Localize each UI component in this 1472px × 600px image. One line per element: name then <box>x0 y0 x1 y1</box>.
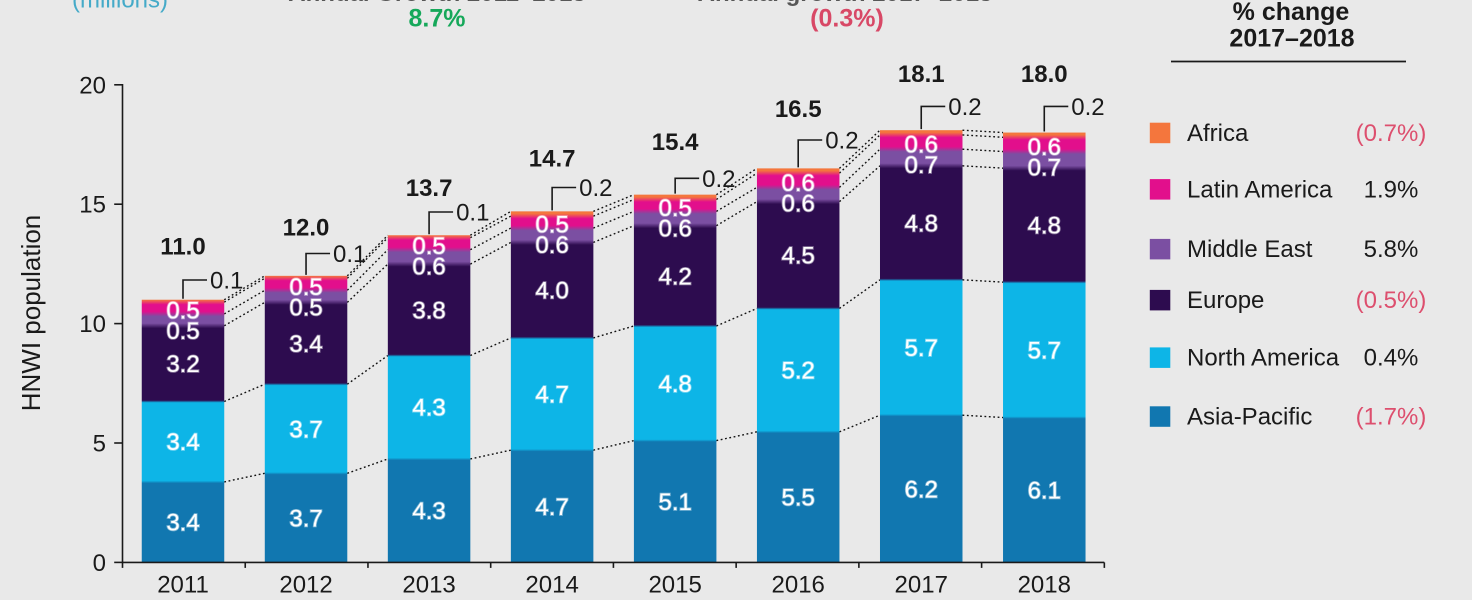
svg-text:3.4: 3.4 <box>166 429 199 456</box>
svg-text:0.7: 0.7 <box>1028 154 1061 181</box>
svg-text:HNWI population: HNWI population <box>16 215 46 412</box>
svg-text:5.1: 5.1 <box>658 489 691 516</box>
svg-text:Europe: Europe <box>1187 287 1264 314</box>
svg-text:3.2: 3.2 <box>166 351 199 378</box>
svg-text:18.1: 18.1 <box>898 61 945 88</box>
svg-text:0.5: 0.5 <box>535 212 568 239</box>
svg-text:Annual growth 2017–2018: Annual growth 2017–2018 <box>698 0 993 7</box>
svg-text:Annual Growth 2011–2018: Annual Growth 2011–2018 <box>288 0 585 7</box>
svg-text:5.7: 5.7 <box>1028 337 1061 364</box>
svg-text:16.5: 16.5 <box>775 96 822 123</box>
svg-text:4.5: 4.5 <box>782 243 815 270</box>
svg-text:15.4: 15.4 <box>652 129 699 156</box>
svg-text:2015: 2015 <box>648 572 701 599</box>
svg-text:0.2: 0.2 <box>948 94 981 121</box>
svg-text:2017: 2017 <box>895 572 948 599</box>
svg-text:5.8%: 5.8% <box>1364 236 1419 263</box>
svg-text:15: 15 <box>79 192 106 219</box>
svg-text:0.6: 0.6 <box>905 132 938 159</box>
svg-text:Latin America: Latin America <box>1187 176 1333 203</box>
svg-text:5.7: 5.7 <box>905 335 938 362</box>
svg-text:Asia-Pacific: Asia-Pacific <box>1187 404 1312 431</box>
svg-text:North America: North America <box>1187 345 1340 372</box>
svg-text:13.7: 13.7 <box>406 175 453 202</box>
svg-text:3.7: 3.7 <box>289 416 322 443</box>
svg-text:4.2: 4.2 <box>658 263 691 290</box>
svg-text:0.2: 0.2 <box>825 128 858 155</box>
svg-text:0.1: 0.1 <box>456 200 489 227</box>
svg-text:0.7: 0.7 <box>905 152 938 179</box>
svg-text:18.0: 18.0 <box>1021 61 1068 88</box>
svg-text:0: 0 <box>93 550 106 577</box>
svg-text:0.5: 0.5 <box>289 274 322 301</box>
svg-text:3.4: 3.4 <box>289 331 322 358</box>
svg-text:2017–2018: 2017–2018 <box>1229 25 1354 53</box>
svg-text:0.6: 0.6 <box>535 232 568 259</box>
svg-text:(0.3%): (0.3%) <box>810 5 884 33</box>
svg-text:2014: 2014 <box>525 572 578 599</box>
svg-text:0.4%: 0.4% <box>1364 345 1419 372</box>
svg-text:20: 20 <box>79 72 106 99</box>
svg-text:0.2: 0.2 <box>1071 94 1104 121</box>
svg-text:3.4: 3.4 <box>166 510 199 537</box>
svg-text:3.7: 3.7 <box>289 505 322 532</box>
svg-text:Africa: Africa <box>1187 120 1249 147</box>
svg-text:0.6: 0.6 <box>782 170 815 197</box>
svg-text:0.5: 0.5 <box>166 318 199 345</box>
svg-text:0.5: 0.5 <box>658 195 691 222</box>
svg-text:3.8: 3.8 <box>412 297 445 324</box>
svg-text:0.5: 0.5 <box>289 294 322 321</box>
svg-text:4.8: 4.8 <box>1028 213 1061 240</box>
svg-text:4.8: 4.8 <box>658 371 691 398</box>
svg-text:4.3: 4.3 <box>412 395 445 422</box>
svg-text:0.6: 0.6 <box>412 254 445 281</box>
svg-text:14.7: 14.7 <box>529 146 576 173</box>
svg-text:10: 10 <box>79 311 106 338</box>
svg-text:% change: % change <box>1233 0 1350 26</box>
svg-text:Middle East: Middle East <box>1187 236 1313 263</box>
svg-text:0.6: 0.6 <box>1028 134 1061 161</box>
svg-text:0.1: 0.1 <box>333 241 366 268</box>
svg-text:12.0: 12.0 <box>283 215 330 242</box>
svg-text:0.2: 0.2 <box>702 166 735 193</box>
svg-text:0.5: 0.5 <box>166 298 199 325</box>
svg-text:2011: 2011 <box>157 572 209 599</box>
svg-text:4.0: 4.0 <box>535 278 568 305</box>
svg-text:0.1: 0.1 <box>210 268 243 295</box>
svg-text:5.2: 5.2 <box>782 358 815 385</box>
svg-text:1.9%: 1.9% <box>1364 176 1419 203</box>
svg-text:4.7: 4.7 <box>535 494 568 521</box>
svg-text:(0.5%): (0.5%) <box>1356 287 1427 314</box>
svg-text:2016: 2016 <box>772 572 825 599</box>
svg-text:6.2: 6.2 <box>905 476 938 503</box>
svg-text:(millions): (millions) <box>72 0 168 14</box>
svg-text:0.5: 0.5 <box>412 233 445 260</box>
svg-text:5: 5 <box>93 431 106 458</box>
svg-text:0.6: 0.6 <box>658 215 691 242</box>
svg-text:4.3: 4.3 <box>412 498 445 525</box>
svg-text:(0.7%): (0.7%) <box>1356 120 1427 147</box>
svg-text:4.8: 4.8 <box>905 210 938 237</box>
svg-text:0.6: 0.6 <box>782 190 815 217</box>
svg-text:2018: 2018 <box>1018 572 1071 599</box>
svg-text:(1.7%): (1.7%) <box>1356 404 1427 431</box>
svg-text:8.7%: 8.7% <box>409 5 466 33</box>
svg-text:6.1: 6.1 <box>1028 477 1061 504</box>
svg-text:2013: 2013 <box>402 572 455 599</box>
svg-text:2012: 2012 <box>279 572 332 599</box>
svg-text:0.2: 0.2 <box>579 175 612 202</box>
svg-text:4.7: 4.7 <box>535 382 568 409</box>
svg-text:11.0: 11.0 <box>160 234 205 261</box>
svg-text:5.5: 5.5 <box>782 485 815 512</box>
